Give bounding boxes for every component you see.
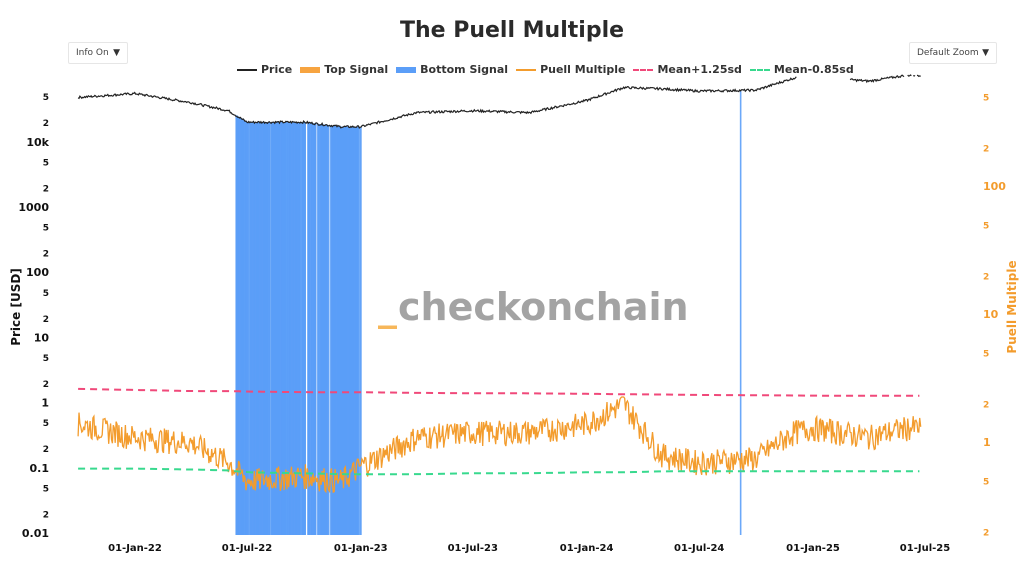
y-axis-right-title: Puell Multiple [1005, 260, 1019, 353]
info-dropdown-label: Info On [76, 48, 109, 58]
y-left-tick-label: 100 [26, 266, 49, 279]
y-left-tick-label: 5 [43, 484, 49, 494]
y-axis-right: 5 2 100 5 2 10 5 2 1 5 2 [983, 94, 1006, 539]
y-right-tick-label: 5 [983, 350, 989, 360]
y-right-tick-label: 5 [983, 478, 989, 488]
bar-swatch-icon [300, 66, 321, 73]
x-tick-label: 01-Jan-22 [108, 543, 162, 554]
y-left-tick-label: 10k [26, 136, 49, 149]
y-right-tick-label: 5 [983, 222, 989, 232]
y-left-tick-label: 2 [43, 445, 49, 455]
price-line [77, 74, 921, 129]
y-left-tick-label: 2 [43, 119, 49, 129]
y-axis-left-title: Price [USD] [9, 268, 23, 346]
y-left-tick-label: 2 [43, 250, 49, 260]
y-left-tick-label: 0.1 [30, 462, 50, 475]
y-right-tick-label: 2 [983, 528, 989, 538]
zoom-dropdown-label: Default Zoom [917, 48, 979, 58]
legend-item-top-signal[interactable]: Top Signal [300, 63, 388, 76]
y-left-tick-label: 5 [43, 289, 49, 299]
mean-minus-line [78, 467, 920, 476]
x-tick-label: 01-Jan-25 [786, 543, 840, 554]
puell-multiple-line [77, 396, 922, 494]
y-right-tick-label: 2 [983, 272, 989, 282]
y-axis-left: 5 2 10k 5 2 1000 5 2 100 5 2 10 5 2 1 5 2 0.1 5 2 0.01 [18, 93, 49, 540]
dash-swatch-icon [749, 68, 770, 71]
y-left-tick-label: 1 [41, 397, 49, 410]
bar-swatch-icon [396, 66, 417, 73]
y-left-tick-label: 5 [43, 158, 49, 168]
x-tick-label: 01-Jan-23 [334, 543, 388, 554]
y-left-tick-label: 2 [43, 315, 49, 325]
y-left-tick-label: 0.01 [22, 527, 49, 540]
y-right-tick-label: 2 [983, 144, 989, 154]
y-left-tick-label: 2 [43, 184, 49, 194]
legend-item-puell-multiple[interactable]: Puell Multiple [516, 63, 625, 76]
dash-swatch-icon [633, 68, 654, 71]
watermark-prefix: _ [378, 285, 397, 329]
zoom-dropdown[interactable]: Default Zoom ▼ [909, 42, 997, 64]
legend-item-mean-plus[interactable]: Mean+1.25sd [633, 63, 742, 76]
legend-item-bottom-signal[interactable]: Bottom Signal [396, 63, 508, 76]
y-right-tick-label: 10 [983, 308, 999, 321]
y-left-tick-label: 2 [43, 380, 49, 390]
legend: Price Top Signal Bottom Signal Puell Mul… [237, 63, 862, 76]
x-tick-label: 01-Jan-24 [560, 543, 614, 554]
bottom-signal-bars [235, 91, 742, 536]
y-right-tick-label: 100 [983, 180, 1006, 193]
y-right-tick-label: 1 [983, 436, 991, 449]
legend-item-mean-minus[interactable]: Mean-0.85sd [749, 63, 854, 76]
y-left-tick-label: 1000 [18, 201, 49, 214]
y-left-tick-label: 10 [34, 331, 50, 344]
x-tick-label: 01-Jul-23 [448, 543, 498, 554]
line-swatch-icon [516, 68, 537, 71]
info-dropdown[interactable]: Info On ▼ [68, 42, 128, 64]
chart-title: The Puell Multiple [399, 18, 625, 43]
y-left-tick-label: 5 [43, 354, 49, 364]
y-left-tick-label: 5 [43, 419, 49, 429]
x-axis: 01-Jan-22 01-Jul-22 01-Jan-23 01-Jul-23 01-J… [108, 543, 950, 554]
y-right-tick-label: 5 [983, 94, 989, 104]
chevron-down-icon: ▼ [113, 48, 120, 58]
watermark: checkonchain [398, 285, 689, 329]
line-swatch-icon [237, 68, 257, 71]
mean-plus-line [78, 387, 920, 397]
y-left-tick-label: 2 [43, 510, 49, 520]
y-left-tick-label: 5 [43, 93, 49, 103]
x-tick-label: 01-Jul-25 [900, 543, 950, 554]
x-tick-label: 01-Jul-22 [222, 543, 272, 554]
chevron-down-icon: ▼ [982, 48, 989, 58]
legend-item-price[interactable]: Price [237, 63, 292, 76]
y-right-tick-label: 2 [983, 400, 989, 410]
y-left-tick-label: 5 [43, 224, 49, 234]
series-lines [77, 74, 922, 494]
x-tick-label: 01-Jul-24 [674, 543, 724, 554]
